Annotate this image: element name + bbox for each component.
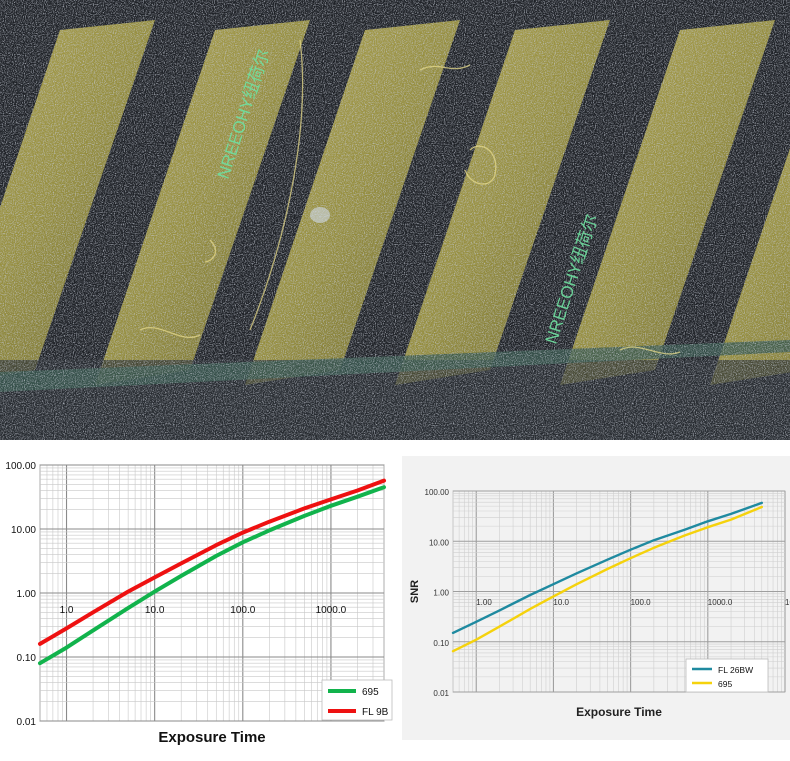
- legend-box: [685, 658, 769, 693]
- chart-legend: 695 FL 9B: [321, 679, 393, 721]
- x-tick-label: 1.00: [476, 598, 492, 607]
- series-line: [38, 478, 386, 646]
- legend-label: FL 26BW: [718, 665, 753, 675]
- snr-chart-left: 1.0 10.0 100.0 1000.0 0.01 0.10 1.00 10.00 100.…: [0, 440, 395, 761]
- y-tick-label: 100.00: [5, 461, 36, 472]
- y-axis: 0.01 0.10 1.00 10.00 100.00: [425, 488, 450, 698]
- series-line: [38, 485, 386, 666]
- legend-box: [321, 679, 393, 721]
- x-tick-label: 100.0: [230, 605, 255, 616]
- x-tick-label: 10000.0: [785, 598, 790, 607]
- series-line: [451, 501, 763, 635]
- x-axis-title: Exposure Time: [576, 705, 662, 719]
- chart-lines: [451, 501, 763, 653]
- chart-grid: [452, 490, 786, 693]
- x-axis: 1.0 10.0 100.0 1000.0: [60, 605, 347, 616]
- x-axis-title: Exposure Time: [158, 729, 265, 746]
- microscope-photo: NREEOHY纽荷尔 NREEOHY纽荷尔: [0, 0, 790, 440]
- x-tick-label: 10.0: [145, 605, 165, 616]
- x-axis: 1.00 10.0 100.0 1000.0 10000.0: [476, 598, 790, 607]
- y-tick-label: 100.00: [425, 488, 450, 497]
- y-tick-label: 10.00: [429, 538, 450, 547]
- x-tick-label: 1.0: [60, 605, 74, 616]
- legend-label: 695: [718, 679, 732, 689]
- x-tick-label: 1000.0: [708, 598, 733, 607]
- y-tick-label: 0.10: [433, 639, 449, 648]
- chart-lines: [38, 478, 386, 666]
- y-tick-label: 0.01: [433, 689, 449, 698]
- legend-label: FL 9B: [362, 707, 389, 718]
- y-tick-label: 0.01: [17, 717, 37, 728]
- x-tick-label: 10.0: [553, 598, 569, 607]
- legend-label: 695: [362, 687, 379, 698]
- x-tick-label: 1000.0: [316, 605, 347, 616]
- debris-fibers: [139, 39, 681, 355]
- y-axis-title: SNR: [409, 580, 421, 603]
- y-tick-label: 0.10: [17, 653, 37, 664]
- y-axis: 0.01 0.10 1.00 10.00 100.00: [5, 461, 36, 728]
- x-tick-label: 100.0: [631, 598, 652, 607]
- y-tick-label: 10.00: [11, 525, 36, 536]
- chart-legend: FL 26BW 695: [685, 658, 769, 693]
- y-tick-label: 1.00: [433, 589, 449, 598]
- series-line: [451, 505, 763, 653]
- y-tick-label: 1.00: [17, 589, 37, 600]
